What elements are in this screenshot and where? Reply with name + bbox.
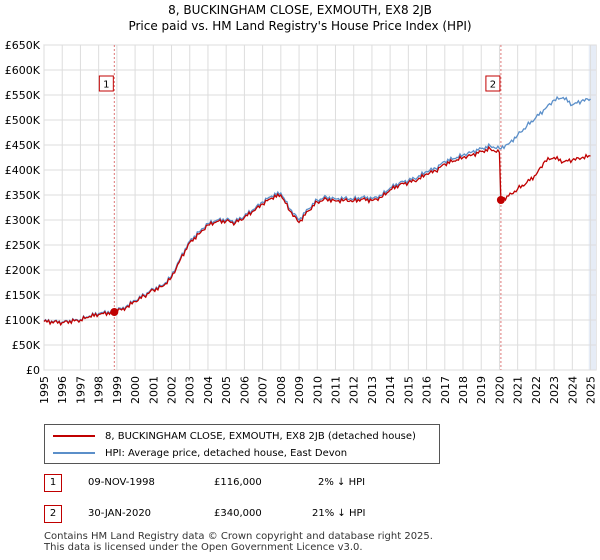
legend-item-property: 8, BUCKINGHAM CLOSE, EXMOUTH, EX8 2JB (d… (53, 428, 416, 444)
x-tick-label: 2019 (475, 376, 488, 404)
y-axis-ticks: £0 £50K £100K £150K £200K £250K £300K £350K £400… (5, 39, 41, 377)
projection-shade (588, 45, 596, 370)
y-tick-label: £50K (12, 339, 41, 352)
x-tick-label: 2012 (348, 376, 361, 404)
transaction-hpi: 2% ↓ HPI (318, 477, 366, 488)
x-tick-label: 2000 (129, 376, 142, 404)
marker-label: 2 (490, 80, 496, 91)
transaction-price: £116,000 (214, 477, 262, 488)
x-tick-label: 2005 (220, 376, 233, 404)
x-tick-label: 2001 (147, 376, 160, 404)
x-axis-ticks: 1995 1996 1997 1998 1999 2000 2001 2002 2003 2004… (38, 376, 598, 404)
transaction-date: 09-NOV-1998 (88, 477, 155, 488)
x-tick-label: 2024 (566, 376, 579, 404)
chart-title: 8, BUCKINGHAM CLOSE, EXMOUTH, EX8 2JB (168, 3, 432, 17)
transaction-number: 1 (44, 474, 62, 492)
legend: 8, BUCKINGHAM CLOSE, EXMOUTH, EX8 2JB (d… (44, 424, 440, 464)
x-tick-label: 2016 (421, 376, 434, 404)
transaction-price: £340,000 (214, 508, 262, 519)
x-tick-label: 1995 (38, 376, 51, 404)
marker-box (485, 75, 501, 92)
x-tick-label: 2003 (184, 376, 197, 404)
x-tick-label: 2008 (275, 376, 288, 404)
y-tick-label: £400K (5, 164, 41, 177)
y-tick-label: £100K (5, 314, 41, 327)
transaction-hpi: 21% ↓ HPI (312, 508, 366, 519)
y-tick-label: £650K (5, 39, 41, 52)
legend-label-hpi: HPI: Average price, detached house, East… (105, 447, 348, 459)
x-tick-label: 2004 (202, 376, 215, 404)
x-tick-label: 2010 (311, 376, 324, 404)
marker-box (98, 75, 114, 92)
legend-swatch-hpi (53, 452, 95, 454)
series-layer (43, 95, 591, 327)
series-property-line (43, 145, 591, 327)
chart-subtitle: Price paid vs. HM Land Registry's House … (128, 19, 472, 33)
x-tick-label: 2025 (585, 376, 598, 404)
x-tick-label: 2013 (366, 376, 379, 404)
y-tick-label: £500K (5, 114, 41, 127)
y-tick-label: £450K (5, 139, 41, 152)
footer: Contains HM Land Registry data © Crown c… (44, 531, 433, 553)
y-tick-label: £0 (26, 364, 40, 377)
x-tick-label: 1997 (74, 376, 87, 404)
x-tick-label: 2002 (166, 376, 179, 404)
y-tick-label: £600K (5, 64, 41, 77)
x-tick-label: 2018 (457, 376, 470, 404)
y-tick-label: £150K (5, 289, 41, 302)
x-tick-label: 1996 (56, 376, 69, 404)
x-tick-label: 2021 (512, 376, 525, 404)
y-tick-label: £300K (5, 214, 41, 227)
x-tick-label: 2015 (402, 376, 415, 404)
x-tick-label: 2023 (548, 376, 561, 404)
footer-line-1: Contains HM Land Registry data © Crown c… (44, 531, 433, 542)
grid-layer (43, 44, 596, 371)
y-tick-label: £200K (5, 264, 41, 277)
sale-point (110, 308, 119, 316)
x-tick-label: 2009 (293, 376, 306, 404)
x-tick-label: 2011 (329, 376, 342, 404)
x-tick-label: 2007 (257, 376, 270, 404)
x-tick-label: 2020 (493, 376, 506, 404)
x-tick-label: 2022 (530, 376, 543, 404)
x-tick-label: 1998 (93, 376, 106, 404)
y-tick-label: £250K (5, 239, 41, 252)
sale-point (496, 196, 505, 204)
marker-label: 1 (103, 80, 109, 91)
transaction-number: 2 (44, 505, 62, 523)
shade-layer (43, 44, 597, 371)
x-tick-label: 2006 (238, 376, 251, 404)
footer-line-2: This data is licensed under the Open Gov… (44, 542, 363, 553)
plot-area (43, 44, 597, 371)
x-tick-label: 1999 (111, 376, 124, 404)
x-tick-label: 2017 (439, 376, 452, 404)
legend-label-property: 8, BUCKINGHAM CLOSE, EXMOUTH, EX8 2JB (d… (105, 430, 416, 442)
x-tick-label: 2014 (384, 376, 397, 404)
legend-swatch-property (53, 435, 95, 437)
legend-item-hpi: HPI: Average price, detached house, East… (53, 445, 347, 461)
y-tick-label: £550K (5, 89, 41, 102)
series-hpi-line (43, 95, 591, 326)
transaction-date: 30-JAN-2020 (88, 508, 152, 519)
y-tick-label: £350K (5, 189, 41, 202)
